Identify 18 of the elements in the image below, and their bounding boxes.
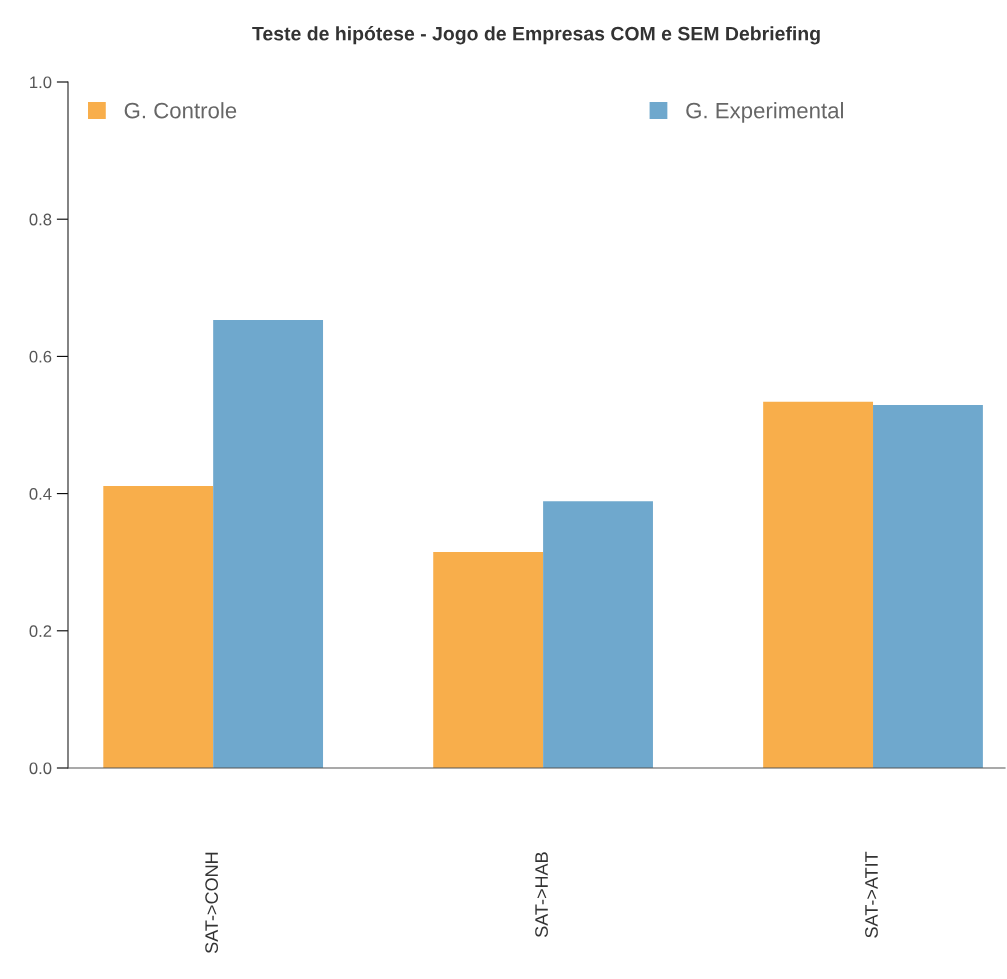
legend-label: G. Controle	[124, 102, 237, 119]
y-tick-label: 1.0	[30, 76, 52, 89]
x-tick-label: SAT->HAB	[535, 852, 548, 937]
y-tick-label: 0.8	[29, 213, 52, 226]
bar	[763, 401, 874, 768]
bar	[543, 501, 653, 768]
y-tick-label: 0.2	[29, 625, 52, 637]
bar	[103, 486, 214, 768]
y-tick-label: 0.6	[29, 350, 52, 363]
x-tick-label: SAT->ATIT	[865, 851, 878, 938]
y-tick-label: 0.0	[29, 762, 52, 775]
bar	[433, 551, 544, 768]
y-tick-label: 0.4	[29, 488, 52, 500]
chart-title: Teste de hipótese - Jogo de Empresas COM e SEM Debriefing	[252, 26, 820, 45]
x-tick-label: SAT->CONH	[205, 852, 219, 954]
bar	[213, 320, 324, 768]
legend-label: G. Experimental	[686, 102, 843, 123]
bar	[873, 405, 983, 768]
